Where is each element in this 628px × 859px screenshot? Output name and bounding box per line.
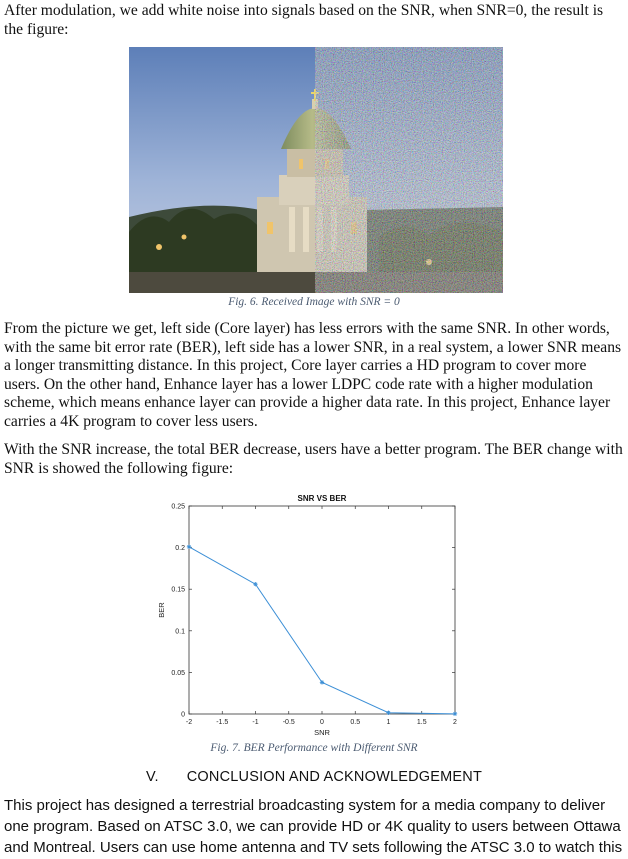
ber-intro-paragraph: With the SNR increase, the total BER dec… bbox=[4, 441, 623, 477]
x-tick-label: 1.5 bbox=[417, 719, 427, 726]
snr-vs-ber-chart: -2 -1.5 -1 -0.5 0 0.5 1 1.5 2 0 0.05 0.1 0.15 0.2 0.25… bbox=[157, 494, 458, 737]
x-axis-label: SNR bbox=[314, 728, 330, 737]
ber-data-point bbox=[253, 582, 258, 587]
y-tick-label: 0.15 bbox=[171, 587, 185, 594]
ber-data-point bbox=[452, 711, 458, 717]
y-tick-label: 0.2 bbox=[175, 545, 185, 552]
x-tick-label: -0.5 bbox=[283, 719, 295, 726]
x-tick-label: -1.5 bbox=[216, 719, 228, 726]
y-tick-label: 0 bbox=[181, 712, 185, 719]
x-tick-label: 0 bbox=[320, 719, 324, 726]
intro-paragraph: After modulation, we add white noise int… bbox=[4, 2, 604, 38]
ber-data-point bbox=[319, 680, 325, 685]
y-tick-label: 0.05 bbox=[171, 670, 185, 677]
x-tick-label: 0.5 bbox=[350, 719, 360, 726]
y-tick-label: 0.25 bbox=[171, 504, 185, 511]
x-tick-label: -1 bbox=[252, 719, 258, 726]
section-title: CONCLUSION AND ACKNOWLEDGEMENT bbox=[186, 769, 483, 785]
x-tick-label: 2 bbox=[453, 719, 457, 726]
section-heading: V. CONCLUSION AND ACKNOWLEDGEMENT bbox=[0, 769, 628, 785]
figure-7-caption: Fig. 7. BER Performance with Different S… bbox=[210, 742, 418, 754]
ber-data-point bbox=[186, 544, 192, 549]
received-image-snr-0 bbox=[129, 47, 503, 293]
figure-6-caption: Fig. 6. Received Image with SNR = 0 bbox=[228, 296, 400, 308]
y-axis-label: BER bbox=[157, 602, 166, 618]
section-number: V. bbox=[145, 769, 159, 785]
x-tick-label: 1 bbox=[387, 719, 391, 726]
ber-data-point bbox=[386, 710, 391, 715]
analysis-paragraph: From the picture we get, left side (Core… bbox=[4, 320, 622, 430]
y-tick-label: 0.1 bbox=[175, 628, 185, 635]
x-tick-label: -2 bbox=[186, 719, 192, 726]
conclusion-paragraph: This project has designed a terrestrial … bbox=[4, 797, 623, 856]
chart-title: SNR VS BER bbox=[298, 494, 347, 503]
